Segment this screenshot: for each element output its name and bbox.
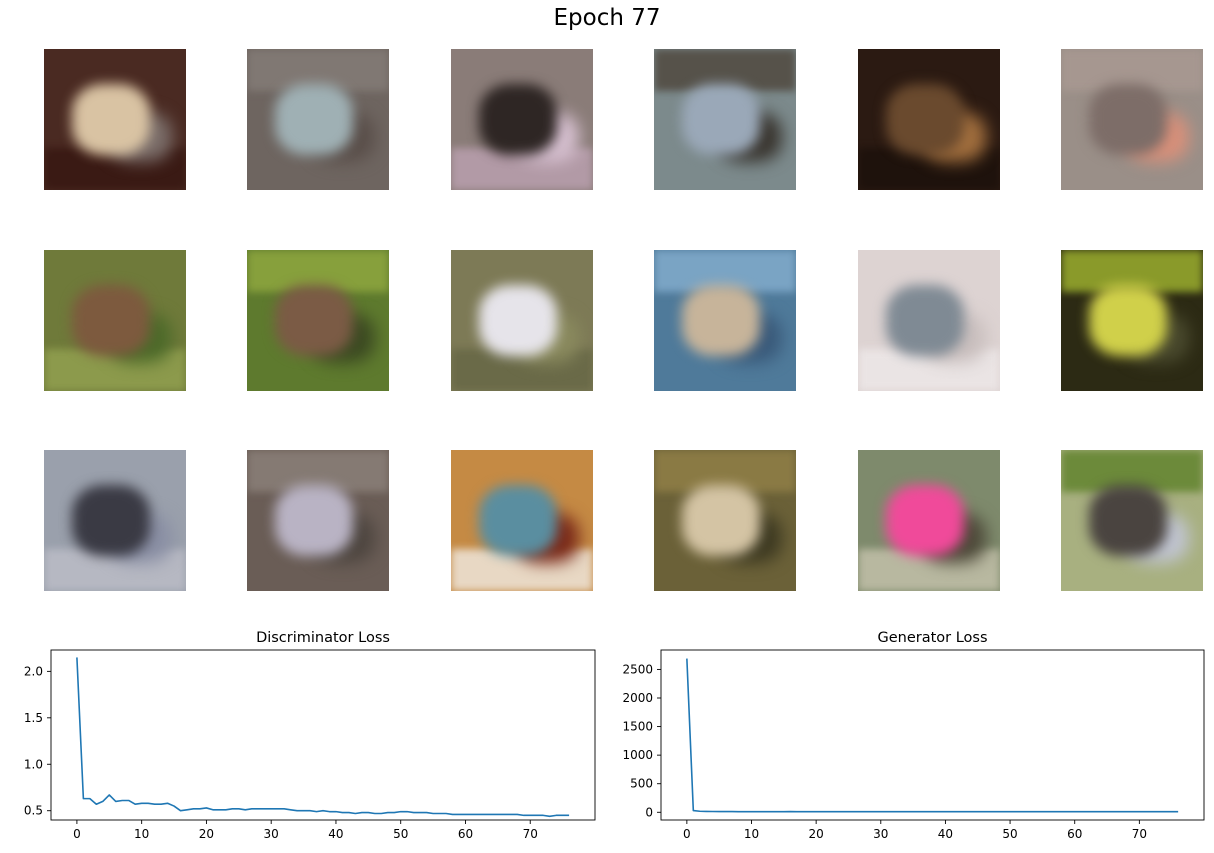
y-tick-label: 1000 [622,748,653,762]
generated-sample-image [44,49,186,190]
generated-sample-image [44,450,186,591]
y-tick-label: 1.0 [24,757,43,771]
generated-sample-image [654,250,796,391]
x-tick-label: 60 [1067,827,1082,841]
y-tick-label: 2500 [622,662,653,676]
y-tick-label: 1500 [622,720,653,734]
generated-sample-image [654,49,796,190]
x-tick-label: 70 [523,827,538,841]
axes-frame [50,649,596,821]
generated-sample-image [1061,250,1203,391]
chart-title: Discriminator Loss [256,630,390,646]
x-tick-label: 70 [1132,827,1147,841]
generated-sample-image [451,250,593,391]
generated-sample-image [44,250,186,391]
y-tick-label: 2000 [622,691,653,705]
generated-sample-image [1061,49,1203,190]
generated-sample-image [451,450,593,591]
loss-series-line [686,658,1179,813]
figure-title: Epoch 77 [553,5,661,31]
generated-sample-image [247,450,389,591]
generator-loss-chart: Generator Loss 0 10 20 30 40 50 60 70 0 500 1000 150… [622,630,1205,841]
generated-sample-image [247,49,389,190]
y-tick-label: 0 [645,805,653,819]
generated-sample-image [858,450,1000,591]
x-tick-label: 0 [73,827,81,841]
x-tick-label: 60 [458,827,473,841]
axes-frame [660,649,1205,821]
y-tick-label: 2.0 [24,664,43,678]
x-tick-label: 50 [1002,827,1017,841]
x-tick-label: 10 [134,827,149,841]
loss-series-line [76,657,570,818]
chart-title: Generator Loss [877,630,987,646]
x-tick-label: 40 [938,827,953,841]
x-tick-label: 20 [809,827,824,841]
generated-sample-image [451,49,593,190]
x-tick-label: 0 [683,827,691,841]
generated-sample-image [1061,450,1203,591]
y-tick-label: 1.5 [24,711,43,725]
x-tick-label: 20 [199,827,214,841]
y-tick-label: 500 [630,777,653,791]
x-tick-label: 30 [264,827,279,841]
discriminator-loss-chart: Discriminator Loss 0 10 20 30 40 50 60 70 0.5 1.0 1… [24,630,596,841]
x-tick-label: 40 [328,827,343,841]
generated-sample-image [858,250,1000,391]
x-tick-label: 50 [393,827,408,841]
generated-sample-image [654,450,796,591]
y-tick-label: 0.5 [24,804,43,818]
generated-sample-image [247,250,389,391]
x-tick-label: 10 [744,827,759,841]
x-tick-label: 30 [873,827,888,841]
generated-sample-image [858,49,1000,190]
